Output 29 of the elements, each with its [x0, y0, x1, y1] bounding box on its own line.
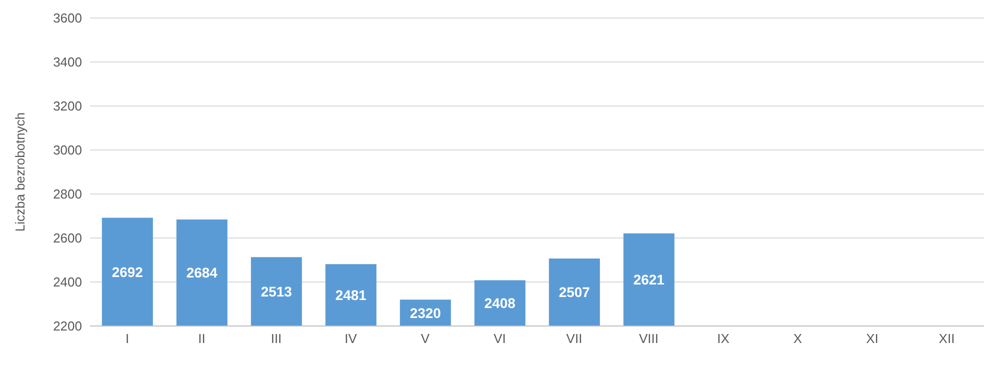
x-tick-label: V	[420, 331, 430, 346]
data-label: 2408	[484, 295, 516, 312]
x-tick-label: IX	[717, 331, 730, 346]
x-tick-label: XI	[866, 331, 878, 346]
x-tick-label: I	[125, 331, 130, 346]
x-tick-label: X	[793, 331, 802, 346]
data-label: 2513	[260, 284, 292, 300]
x-tick-label: XII	[938, 331, 955, 346]
data-label: 2320	[410, 304, 442, 321]
x-tick-label: VIII	[638, 331, 659, 346]
data-label: 2692	[112, 264, 144, 280]
data-label: 2507	[558, 284, 590, 300]
y-tick-label: 2800	[53, 186, 82, 202]
y-tick-label: 3600	[53, 10, 82, 26]
x-tick-label: IV	[344, 331, 358, 346]
y-tick-label: 3000	[53, 142, 82, 158]
data-label: 2621	[633, 272, 665, 288]
y-tick-label: 3200	[53, 98, 82, 114]
x-tick-label: VI	[494, 331, 506, 346]
data-label: 2481	[335, 287, 367, 304]
x-tick-label: VII	[566, 331, 582, 346]
y-tick-label: 2600	[53, 230, 82, 246]
y-tick-label: 2200	[53, 318, 82, 334]
y-axis-title: Liczba bezrobotnych	[12, 112, 28, 232]
y-tick-label: 3400	[53, 54, 82, 70]
x-tick-label: II	[198, 331, 206, 346]
data-label: 2684	[186, 264, 218, 281]
y-tick-label: 2400	[53, 274, 82, 290]
x-tick-label: III	[270, 331, 282, 346]
